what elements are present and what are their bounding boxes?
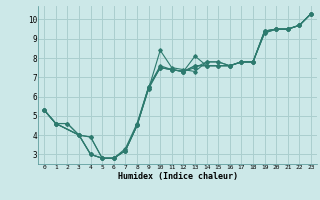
X-axis label: Humidex (Indice chaleur): Humidex (Indice chaleur)	[118, 172, 238, 181]
